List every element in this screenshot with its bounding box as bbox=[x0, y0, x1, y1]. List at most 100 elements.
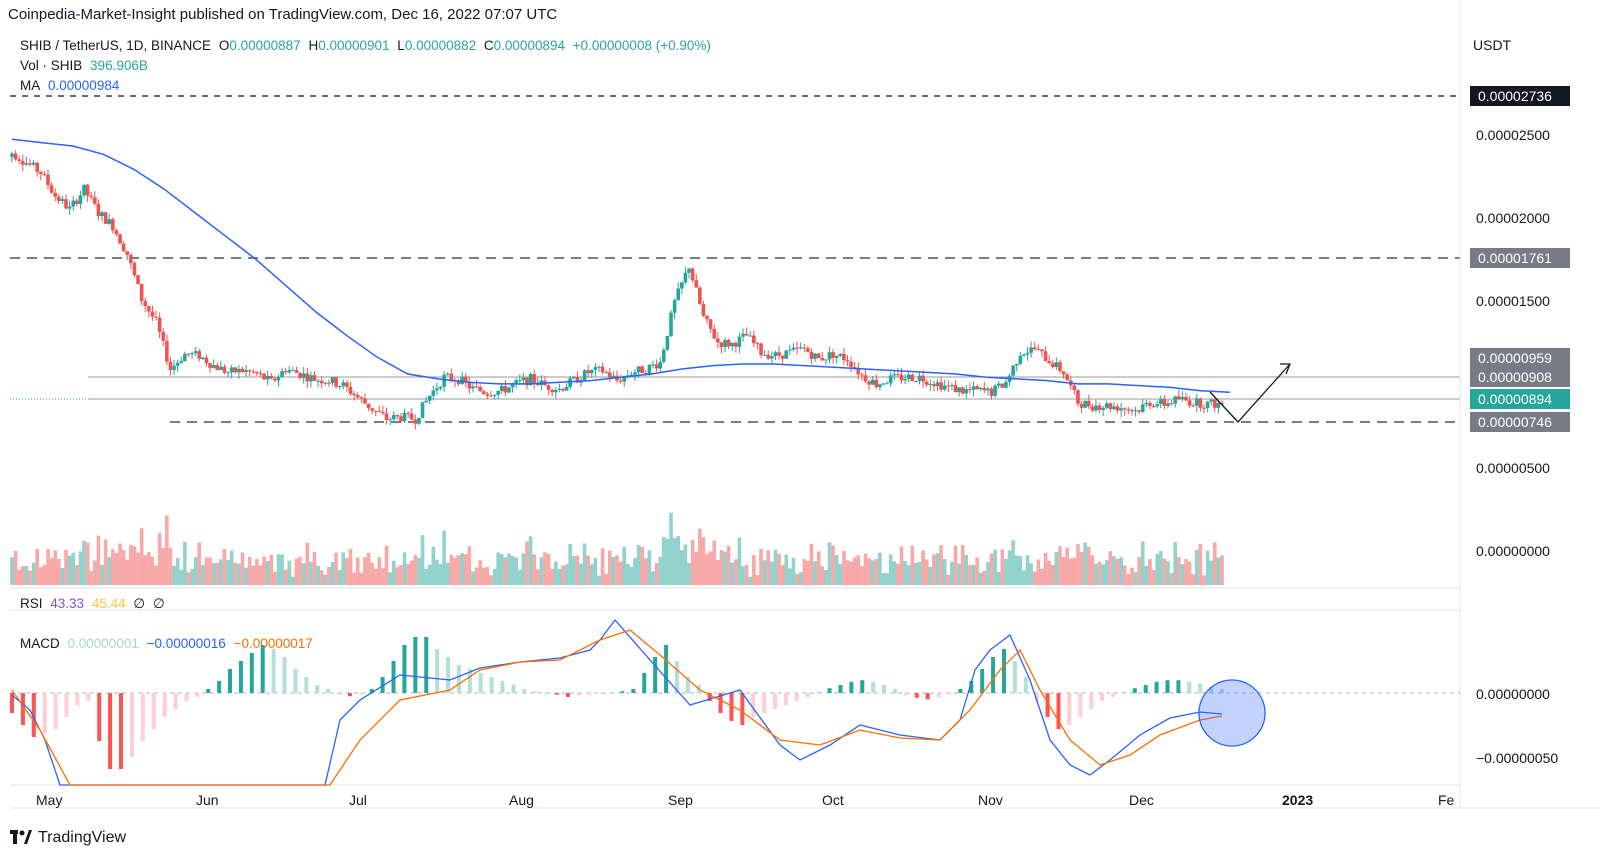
macd-histogram-bar bbox=[762, 693, 767, 713]
volume-bar bbox=[553, 561, 558, 585]
macd-histogram-bar bbox=[882, 685, 887, 693]
candle bbox=[816, 352, 821, 359]
volume-bar bbox=[496, 552, 500, 585]
volume-bar bbox=[1043, 553, 1048, 585]
candle bbox=[456, 378, 461, 387]
volume-bar bbox=[910, 545, 915, 585]
candle bbox=[924, 378, 929, 388]
volume-bar bbox=[287, 560, 292, 585]
volume-bar bbox=[294, 558, 299, 585]
volume-bar bbox=[57, 559, 61, 585]
candle bbox=[431, 385, 436, 401]
volume-bar bbox=[17, 569, 22, 585]
candle bbox=[67, 200, 72, 215]
volume-legend[interactable]: Vol · SHIB 396.906B bbox=[20, 58, 152, 73]
volume-bar bbox=[327, 566, 331, 585]
volume-bar bbox=[111, 549, 115, 585]
ma-legend[interactable]: MA 0.00000984 bbox=[20, 78, 123, 93]
candle bbox=[265, 370, 270, 386]
candle bbox=[935, 379, 940, 392]
candle bbox=[1014, 363, 1019, 372]
volume-bar bbox=[1173, 541, 1177, 585]
volume-bar bbox=[352, 572, 356, 585]
rsi-legend[interactable]: RSI 43.33 45.44 ∅ ∅ bbox=[20, 596, 169, 612]
price-tag-2: 0.00000959 bbox=[1470, 348, 1570, 368]
candle bbox=[201, 356, 205, 360]
candle bbox=[1162, 395, 1167, 410]
candle bbox=[885, 381, 889, 385]
volume-bar bbox=[780, 565, 785, 585]
volume-bar bbox=[892, 561, 897, 585]
candle bbox=[694, 273, 699, 288]
macd-histogram-bar bbox=[282, 657, 287, 693]
candle bbox=[1191, 403, 1195, 408]
volume-bar bbox=[971, 564, 976, 585]
macd-histogram-bar bbox=[598, 693, 603, 694]
volume-bar bbox=[1166, 561, 1170, 585]
macd-histogram-bar bbox=[816, 691, 821, 693]
candle bbox=[132, 261, 137, 278]
candle bbox=[813, 353, 817, 362]
volume-bar bbox=[906, 565, 911, 585]
candle bbox=[546, 384, 551, 396]
candle bbox=[442, 370, 446, 392]
volume-bar bbox=[478, 560, 482, 585]
candle bbox=[870, 375, 875, 386]
macd-histogram-bar bbox=[565, 693, 570, 697]
symbol-label[interactable]: SHIB / TetherUS, 1D, BINANCE bbox=[20, 38, 212, 53]
candle bbox=[46, 169, 50, 190]
volume-bar bbox=[1050, 564, 1055, 585]
candle bbox=[60, 196, 65, 204]
macd-legend[interactable]: MACD 0.00000001 −0.00000016 −0.00000017 bbox=[20, 636, 317, 651]
macd-histogram-bar bbox=[31, 693, 36, 737]
macd-line-value: −0.00000016 bbox=[146, 636, 226, 651]
price-tick-0: 0.00002500 bbox=[1476, 127, 1550, 143]
macd-histogram-bar bbox=[326, 689, 331, 693]
volume-bar bbox=[208, 557, 212, 585]
volume-bar bbox=[770, 561, 774, 585]
volume-bar bbox=[1108, 551, 1113, 585]
candle bbox=[24, 156, 29, 166]
volume-bar bbox=[964, 554, 969, 585]
volume-bar bbox=[1083, 542, 1087, 585]
candle bbox=[1050, 360, 1055, 369]
ma-label: MA bbox=[20, 78, 41, 93]
volume-bar bbox=[247, 556, 252, 585]
macd-histogram-bar bbox=[729, 693, 734, 721]
volume-bar bbox=[784, 554, 789, 585]
change-value: +0.00000008 (+0.90%) bbox=[572, 38, 711, 53]
macd-histogram-bar bbox=[228, 669, 233, 693]
macd-histogram-bar bbox=[827, 688, 832, 693]
price-tag-3: 0.00000908 bbox=[1470, 367, 1570, 387]
volume-bar bbox=[708, 551, 713, 585]
volume-bar bbox=[766, 550, 771, 585]
volume-bar bbox=[950, 561, 954, 585]
volume-bar bbox=[579, 563, 583, 585]
candle bbox=[1029, 341, 1033, 358]
candle bbox=[226, 370, 230, 378]
volume-bar bbox=[795, 573, 799, 585]
volume-bar bbox=[348, 548, 353, 585]
volume-bar bbox=[139, 528, 144, 585]
candle bbox=[1047, 354, 1051, 364]
candle bbox=[1076, 389, 1080, 407]
candle bbox=[996, 380, 1001, 389]
volume-bar bbox=[874, 558, 879, 585]
volume-bar bbox=[71, 552, 76, 585]
low-label: L bbox=[397, 38, 405, 53]
candle bbox=[312, 371, 317, 382]
volume-bar bbox=[1014, 555, 1019, 585]
volume-bar bbox=[557, 568, 562, 585]
volume-bar bbox=[564, 564, 569, 585]
volume-bar bbox=[662, 536, 666, 585]
volume-bar bbox=[39, 567, 43, 585]
volume-bar bbox=[96, 535, 101, 585]
volume-bar bbox=[193, 557, 198, 585]
volume-bar bbox=[453, 557, 457, 585]
candle bbox=[604, 370, 608, 374]
macd-tick-1: −0.00000050 bbox=[1476, 750, 1559, 766]
volume-bar bbox=[607, 550, 612, 585]
volume-bar bbox=[424, 568, 428, 585]
tradingview-logo[interactable]: TradingView bbox=[10, 828, 126, 847]
